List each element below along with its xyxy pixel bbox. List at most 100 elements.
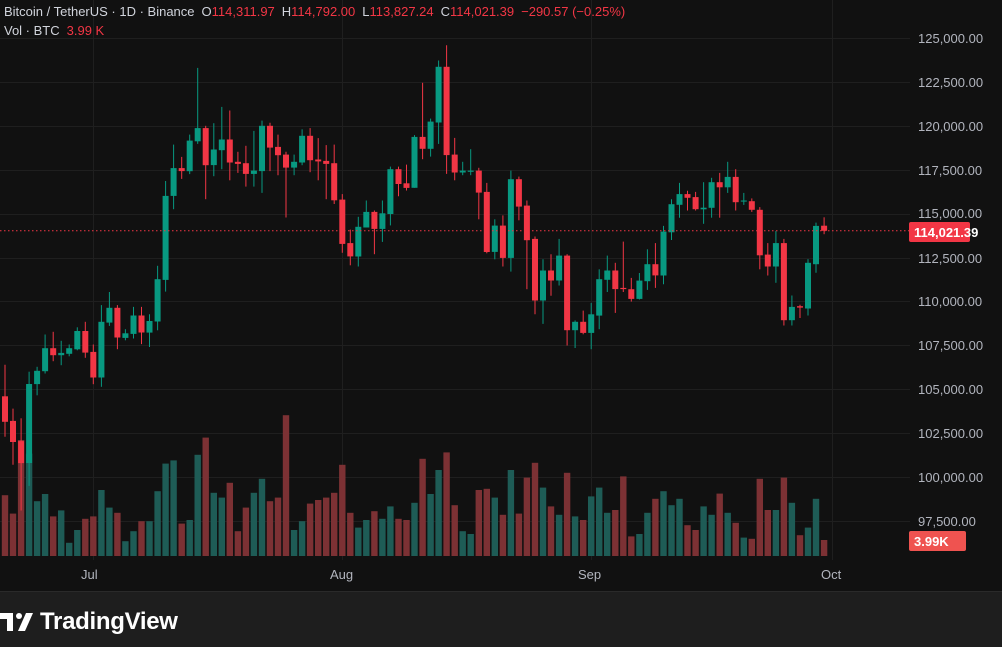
volume-bar [98, 490, 105, 556]
x-tick-sep: Sep [578, 567, 601, 582]
candle-down [628, 277, 635, 302]
svg-text:114,021.39: 114,021.39 [914, 225, 978, 240]
candle-body [114, 307, 121, 338]
y-tick: 125,000.00 [918, 31, 983, 46]
candles [2, 45, 828, 511]
candle-body [283, 154, 289, 168]
tradingview-logo[interactable]: TradingView [0, 608, 178, 636]
candle-body [218, 139, 225, 151]
volume-bar [692, 530, 699, 556]
candle-body [724, 176, 731, 188]
candle-body [299, 135, 306, 163]
volume-bar [306, 503, 314, 556]
volume-bar [788, 502, 796, 556]
candle-body [154, 279, 161, 322]
volume-bar [290, 530, 298, 556]
volume-bar [684, 525, 691, 556]
volume-bar [740, 537, 747, 556]
volume-bar [660, 491, 667, 556]
volume-bar [491, 497, 498, 556]
candle-down [138, 306, 145, 345]
candle-body [499, 225, 506, 258]
candle-body [411, 136, 418, 188]
volume-bar [282, 415, 290, 556]
candle-up [668, 199, 675, 240]
volume-bar [355, 527, 362, 556]
volume-bar [114, 512, 121, 556]
volume-bar [499, 514, 507, 556]
candle-down [797, 304, 803, 318]
candle-down [395, 166, 402, 197]
candle-body [194, 128, 201, 142]
volume-bar [58, 510, 65, 556]
volume-bar [772, 510, 780, 556]
volume-bar [812, 498, 820, 556]
candle-up [467, 149, 474, 176]
volume-bar [724, 512, 731, 556]
candle-body [540, 270, 546, 301]
candle-body [226, 139, 233, 163]
candlestick-chart[interactable]: 125,000.00 122,500.00 120,000.00 117,500… [0, 0, 1002, 592]
candle-down [234, 151, 241, 173]
candle-up [98, 305, 105, 387]
candle-up [26, 371, 33, 486]
candle-body [130, 315, 137, 334]
volume-bar [33, 501, 41, 556]
candle-body [612, 270, 619, 290]
time-axis[interactable]: Jul Aug Sep Oct [81, 567, 842, 582]
volume-bar [371, 511, 378, 556]
candle-body [210, 149, 217, 166]
candle-body [483, 191, 490, 252]
chart-area[interactable]: 125,000.00 122,500.00 120,000.00 117,500… [0, 0, 1002, 592]
candle-body [427, 121, 434, 149]
candle-down [10, 408, 16, 465]
candle-body [748, 201, 755, 210]
volume-bar [700, 506, 707, 556]
candle-body [259, 125, 265, 172]
volume-bar [531, 462, 539, 556]
volume-bar [154, 491, 161, 556]
candle-up [708, 177, 715, 218]
candle-body [291, 161, 298, 168]
candle-up [740, 192, 747, 205]
price-axis[interactable]: 125,000.00 122,500.00 120,000.00 117,500… [909, 31, 983, 551]
volume-bar [138, 521, 145, 556]
volume-bar [483, 488, 490, 556]
candle-down [532, 236, 538, 315]
y-tick: 97,500.00 [918, 514, 976, 529]
volume-bar [411, 502, 418, 556]
candle-down [612, 262, 619, 313]
candle-down [451, 137, 458, 181]
candle-up [700, 182, 707, 224]
candle-body [692, 197, 699, 210]
volume-bar [628, 536, 635, 556]
candle-down [347, 229, 354, 266]
candle-down [283, 151, 289, 218]
candle-body [772, 243, 779, 267]
candle-up [146, 314, 153, 347]
volume-bar [596, 487, 603, 556]
candle-body [805, 262, 811, 309]
candle-up [387, 166, 394, 226]
x-tick-aug: Aug [330, 567, 353, 582]
svg-text:3.99K: 3.99K [914, 534, 949, 549]
symbol-title[interactable]: Bitcoin / TetherUS · 1D · Binance [4, 4, 195, 19]
volume-label[interactable]: Vol · BTC [4, 23, 60, 38]
candle-up [42, 334, 49, 374]
candle-up [363, 200, 370, 228]
candle-body [580, 321, 587, 333]
volume-bar [780, 477, 788, 556]
footer: TradingView [0, 592, 1002, 647]
candle-body [532, 238, 538, 301]
volume-bar [170, 460, 177, 556]
candle-down [267, 122, 273, 172]
candle-body [2, 396, 8, 422]
candle-down [323, 145, 330, 200]
candle-up [34, 366, 41, 396]
candle-up [291, 154, 298, 176]
candle-body [178, 168, 185, 172]
candle-body [588, 314, 595, 333]
candle-up [186, 134, 193, 175]
candle-body [267, 125, 273, 148]
candle-body [604, 270, 611, 280]
